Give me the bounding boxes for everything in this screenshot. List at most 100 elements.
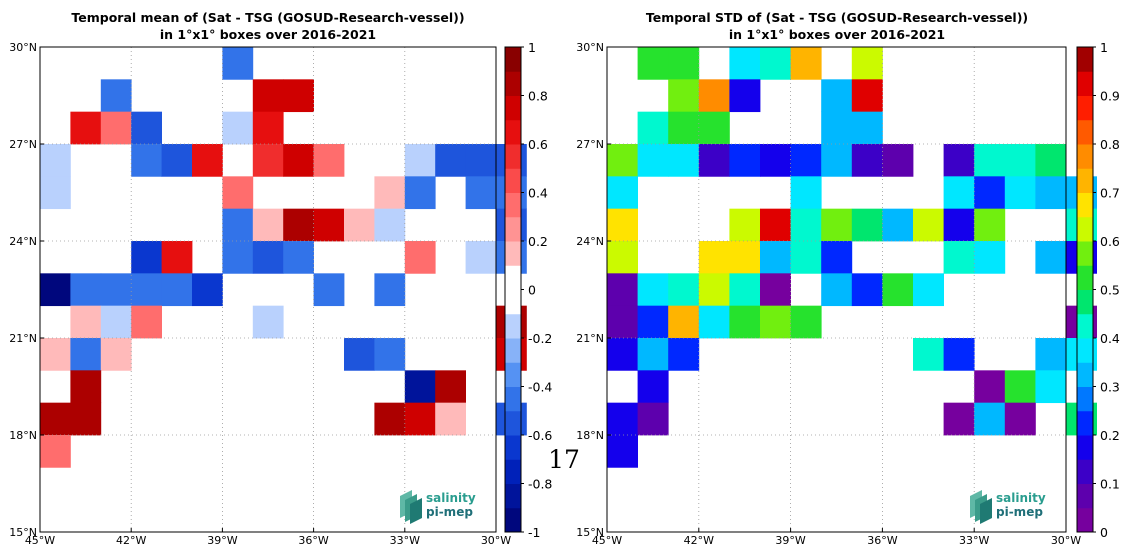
heatmap-cell (313, 144, 345, 177)
heatmap-cell (637, 111, 669, 145)
heatmap-cell (607, 144, 638, 177)
heatmap-cell (913, 273, 944, 307)
colorbar-segment (505, 241, 521, 266)
heatmap-cell (698, 144, 730, 177)
heatmap-cell (1004, 370, 1036, 404)
x-tick-label: 33°W (959, 534, 989, 545)
heatmap-cell (252, 79, 284, 113)
heatmap-cell (344, 208, 375, 242)
y-tick-label: 21°N (576, 332, 604, 345)
heatmap-cell (131, 241, 162, 274)
heatmap-cell (760, 47, 791, 80)
colorbar-segment (505, 386, 521, 412)
x-tick-label: 42°W (684, 534, 714, 545)
heatmap-cell (851, 111, 883, 145)
y-tick-label: 18°N (576, 429, 604, 442)
heatmap-cell (374, 176, 406, 210)
y-tick-label: 27°N (576, 138, 604, 151)
chart-title-line-1: Temporal STD of (Sat - TSG (GOSUD-Resear… (646, 10, 1028, 25)
heatmap-cell (131, 305, 162, 339)
colorbar-tick-label: 0.5 (1100, 283, 1120, 298)
logo-mark-icon (980, 498, 992, 524)
heatmap-cell (790, 208, 822, 242)
colorbar-segment (505, 119, 521, 145)
heatmap-cell (344, 338, 375, 371)
colorbar-tick-label: -0.4 (528, 380, 552, 395)
heatmap-cell (790, 241, 822, 274)
colorbar-tick-label: 0.6 (528, 137, 548, 152)
heatmap-cell (283, 208, 314, 242)
heatmap-cell (821, 144, 853, 177)
heatmap-cell (435, 144, 466, 177)
heatmap-cell (851, 208, 883, 242)
heatmap-cell (100, 338, 132, 371)
colorbar-segment (505, 338, 521, 363)
heatmap-cell (698, 241, 730, 274)
heatmap-cell (974, 144, 1006, 177)
colorbar-segment (1077, 289, 1093, 315)
colorbar-segment (1077, 216, 1093, 242)
heatmap-cell (821, 273, 853, 307)
colorbar-segment (1077, 241, 1093, 266)
heatmap-cell (943, 338, 975, 371)
colorbar-segment (1077, 459, 1093, 484)
colorbar-segment (505, 95, 521, 121)
heatmap-cell (943, 176, 975, 210)
heatmap-cell (313, 208, 345, 242)
colorbar-segment (505, 313, 521, 339)
heatmap-cell (374, 338, 406, 371)
colorbar-segment (1077, 265, 1093, 290)
colorbar-segment (505, 362, 521, 387)
colorbar-segment (505, 168, 521, 193)
y-tick-label: 30°N (576, 41, 604, 54)
colorbar-segment (505, 289, 521, 315)
heatmap-cell (404, 241, 436, 274)
heatmap-cell (161, 241, 193, 274)
heatmap-cell (943, 144, 975, 177)
chart-title-line-2: in 1°x1° boxes over 2016-2021 (729, 27, 945, 42)
heatmap-cell (40, 435, 71, 468)
chart-title-line-2: in 1°x1° boxes over 2016-2021 (160, 27, 376, 42)
heatmap-cell (729, 79, 761, 113)
heatmap-cell (1004, 176, 1036, 210)
y-tick-label: 15°N (9, 526, 37, 539)
heatmap-cell (252, 305, 284, 339)
colorbar-segment (1077, 192, 1093, 218)
heatmap-cell (161, 273, 193, 307)
colorbar-tick-label: 0.7 (1100, 186, 1120, 201)
colorbar-tick-label: 0.2 (528, 234, 548, 249)
heatmap-cell (222, 176, 254, 210)
colorbar-tick-label: 0.1 (1100, 477, 1120, 492)
heatmap-cell (729, 241, 761, 274)
heatmap-cell (790, 176, 822, 210)
heatmap-cell (851, 79, 883, 113)
y-tick-label: 27°N (9, 138, 37, 151)
y-tick-label: 15°N (576, 526, 604, 539)
heatmap-cell (637, 144, 669, 177)
heatmap-cell (40, 402, 71, 436)
heatmap-cell (637, 338, 669, 371)
chart-title-line-1: Temporal mean of (Sat - TSG (GOSUD-Resea… (71, 10, 464, 25)
colorbar-segment (1077, 362, 1093, 387)
heatmap-cell (1035, 241, 1067, 274)
x-tick-label: 39°W (775, 534, 805, 545)
colorbar-tick-label: 1 (1100, 40, 1108, 55)
colorbar-segment (1077, 168, 1093, 193)
heatmap-cell (131, 111, 162, 145)
heatmap-cell (821, 111, 853, 145)
heatmap-cell (70, 402, 102, 436)
logo-text-line-1: salinity (426, 491, 476, 505)
heatmap-cell (70, 305, 102, 339)
heatmap-cell (943, 241, 975, 274)
heatmap-cell (465, 176, 497, 210)
heatmap-cell (70, 111, 102, 145)
colorbar-tick-label: 0.8 (528, 89, 548, 104)
heatmap-cell (851, 47, 883, 80)
y-tick-label: 24°N (9, 235, 37, 248)
heatmap-cell (465, 241, 497, 274)
heatmap-cell (729, 47, 761, 80)
colorbar-segment (1077, 483, 1093, 509)
y-tick-label: 18°N (9, 429, 37, 442)
